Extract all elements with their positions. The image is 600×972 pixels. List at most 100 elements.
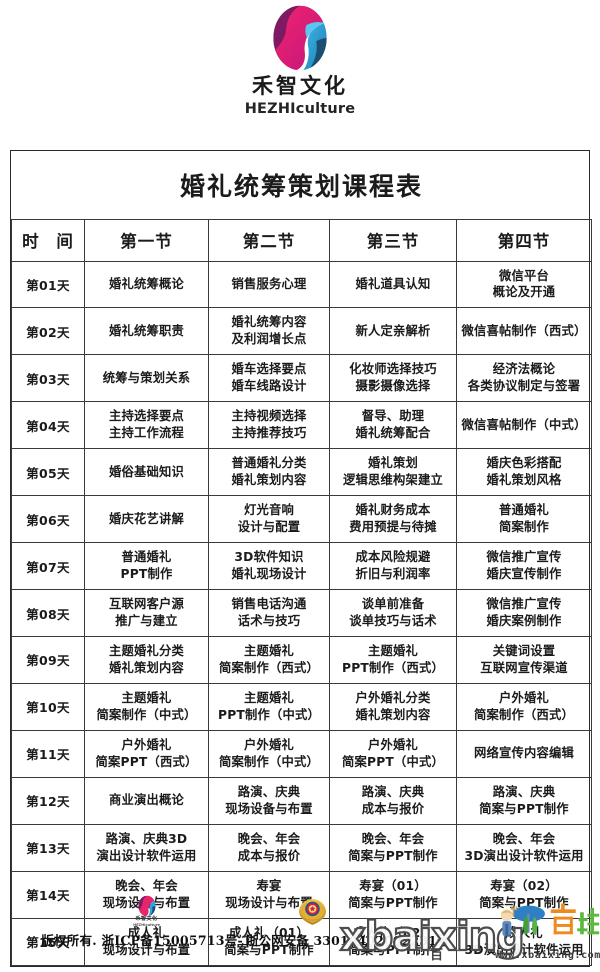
- day-label: 第10天: [11, 682, 85, 731]
- lesson-line: 婚礼策划内容: [355, 707, 431, 722]
- table-row: 第01天 婚礼统筹概论 销售服务心理 婚礼道具认知 微信平台 概论及开通: [11, 260, 593, 309]
- lesson-line: 现场设备与布置: [225, 801, 313, 816]
- lesson-cell-period-3: 晚会、年会 简案与PPT制作: [329, 823, 457, 872]
- lesson-cell-period-1: 主持选择要点 主持工作流程: [84, 401, 209, 450]
- lesson-line: 简案制作（中式）: [219, 754, 319, 769]
- lesson-cell-period-2: 主持视频选择 主持推荐技巧: [208, 401, 330, 450]
- day-label: 第15天: [11, 917, 85, 966]
- lesson-cell-period-1: 婚礼统筹职责: [84, 307, 209, 356]
- lesson-line: 统筹与策划关系: [102, 370, 191, 385]
- lesson-line: 成本与报价: [361, 801, 425, 816]
- lesson-line: 经济法概论: [492, 362, 556, 377]
- page-title: 婚礼统筹策划课程表: [11, 151, 592, 220]
- table-row: 第04天 主持选择要点 主持工作流程 主持视频选择 主持推荐技巧 督导、助理 婚礼统筹配合微…: [11, 401, 593, 450]
- lesson-line: 婚礼道具认知: [355, 276, 431, 291]
- lesson-line: 简案与PPT制作: [348, 848, 438, 863]
- column-header-period-1: 第一节: [84, 218, 209, 262]
- header-row: 时 间 第一节 第二节 第三节 第四节: [11, 218, 593, 262]
- lesson-cell-period-4: 关键词设置 互联网宣传渠道: [455, 636, 593, 684]
- lesson-line: 婚礼策划: [368, 456, 418, 471]
- china-police-badge-icon: [299, 899, 326, 925]
- lesson-line: 现场设计与布置: [225, 895, 313, 910]
- day-label: 第14天: [11, 870, 85, 919]
- lesson-line: 简案与PPT制作: [348, 942, 438, 957]
- lesson-cell-period-4: 微信推广宣传 婚庆案例制作: [455, 589, 593, 637]
- lesson-cell-period-1: 婚庆花艺讲解: [84, 495, 209, 544]
- day-label: 第01天: [11, 260, 85, 309]
- lesson-line: 婚礼策划内容: [109, 660, 184, 675]
- schedule-table: 婚礼统筹策划课程表 时 间 第一节 第二节 第三节 第四节 第01天 婚礼统筹概论…: [11, 151, 593, 966]
- lesson-cell-period-4: 户外婚礼 简案制作（西式）: [455, 682, 593, 731]
- lesson-line: 婚礼统筹内容: [231, 315, 307, 330]
- column-header-time: 时 间: [11, 218, 85, 262]
- lesson-line: 逻辑思维构架建立: [343, 473, 443, 488]
- table-row: 第09天 主题婚礼分类 婚礼策划内容 主题婚礼 简案制作（西式） 主题婚礼 PPT制作（西式…: [11, 636, 593, 684]
- lesson-line: 关键词设置: [492, 644, 556, 658]
- day-label: 第06天: [11, 495, 85, 544]
- lesson-line: 婚庆宣传制作: [486, 567, 562, 582]
- lesson-cell-period-4: 微信平台 概论及开通: [455, 260, 593, 309]
- lesson-line: 婚庆色彩搭配: [486, 456, 562, 471]
- lesson-line: 3D演出设计软件运用: [464, 848, 584, 863]
- table-row: 第12天 商业演出概论 路演、庆典 现场设备与布置 路演、庆典 成本与报价 路演、庆典 简案与…: [11, 776, 593, 825]
- lesson-line: 主持视频选择: [231, 409, 307, 424]
- lesson-cell-period-2: 路演、庆典现场设备与布置: [208, 776, 330, 825]
- lesson-line: 路演、庆典: [237, 784, 301, 799]
- day-label: 第11天: [11, 729, 85, 778]
- lesson-line: 现场设计与布置: [102, 942, 191, 957]
- column-header-period-4: 第四节: [455, 218, 593, 262]
- lesson-line: 成本与报价: [237, 848, 301, 863]
- lesson-line: 3D演出设计软件运用: [464, 942, 584, 957]
- table-row: 第06天 婚庆花艺讲解 灯光音响 设计与配置 婚礼财务成本 费用预提与待摊 普通婚礼 简案制作: [11, 495, 593, 544]
- day-label: 第02天: [11, 307, 85, 356]
- lesson-line: 婚礼财务成本: [355, 503, 431, 518]
- lesson-cell-period-3: 督导、助理 婚礼统筹配合: [329, 401, 457, 450]
- lesson-line: 销售电话沟通: [231, 597, 307, 612]
- lesson-line: 简案与PPT制作: [479, 801, 569, 816]
- brand-header: 禾智文化 HEZHIculture: [0, 4, 600, 119]
- lesson-line: 及利润增长点: [231, 332, 307, 347]
- hezhi-swirl-logo-small-icon: [137, 895, 156, 917]
- lesson-cell-period-3: 寿宴（01） 简案与PPT制作: [329, 870, 457, 919]
- lesson-line: 晚会、年会: [115, 878, 178, 893]
- lesson-line: 商业演出概论: [109, 793, 184, 808]
- day-label: 第12天: [11, 776, 85, 825]
- lesson-line: 路演、庆典3D: [105, 831, 188, 846]
- day-label: 第07天: [11, 542, 85, 591]
- lesson-cell-period-4: 路演、庆典简案与PPT制作: [455, 776, 593, 825]
- lesson-cell-period-1: 普通婚礼 PPT制作: [84, 542, 209, 591]
- table-row: 第07天 普通婚礼 PPT制作 3D软件知识 婚礼现场设计 成本风险规避 折旧与利润率 微信推…: [11, 542, 593, 591]
- lesson-cell-period-4: 婚庆色彩搭配 婚礼策划风格: [455, 448, 593, 497]
- lesson-line: 主持选择要点: [109, 409, 184, 424]
- day-label: 第08天: [11, 589, 85, 637]
- lesson-line: 路演、庆典: [492, 784, 556, 799]
- lesson-cell-period-2: 主题婚礼 简案制作（西式）: [208, 636, 330, 684]
- lesson-cell-period-2: 销售服务心理: [208, 260, 330, 309]
- table-row: 第02天 婚礼统筹职责 婚礼统筹内容 及利润增长点 新人定亲解析 微信喜帖制作（西式）: [11, 307, 593, 356]
- lesson-cell-period-4: 网络宣传内容编辑: [455, 729, 593, 778]
- lesson-line: 微信推广宣传: [486, 550, 562, 565]
- lesson-line: 微信平台: [499, 268, 550, 283]
- lesson-line: 婚俗基础知识: [109, 464, 184, 479]
- lesson-line: 户外婚礼: [368, 737, 418, 752]
- table-row: 第10天 主题婚礼 简案制作（中式） 主题婚礼 PPT制作（中式） 户外婚礼分类 婚礼策划内…: [11, 682, 593, 731]
- lesson-line: 成人礼（02）: [353, 925, 433, 940]
- lesson-line: 路演、庆典: [361, 784, 425, 799]
- lesson-line: 设计与配置: [237, 520, 301, 535]
- lesson-line: 普通婚礼: [121, 550, 172, 565]
- lesson-line: 新人定亲解析: [355, 323, 431, 338]
- lesson-line: 晚会、年会: [237, 831, 301, 846]
- lesson-line: 谈单技巧与话术: [349, 614, 437, 629]
- lesson-cell-period-4: 寿宴（02） 简案与PPT制作: [455, 870, 593, 919]
- lesson-line: 户外婚礼: [244, 737, 294, 752]
- lesson-line: 主持工作流程: [109, 426, 184, 441]
- lesson-cell-period-3: 主题婚礼 PPT制作（西式）: [329, 636, 457, 684]
- lesson-cell-period-4: 晚会、年会 3D演出设计软件运用: [455, 823, 593, 872]
- lesson-cell-period-2: 成人礼（01） 简案与PPT制作: [208, 917, 330, 966]
- footer-brand-name-en: HEZHIculture: [133, 922, 160, 927]
- lesson-line: 户外婚礼: [121, 737, 172, 752]
- lesson-line: 户外婚礼: [499, 690, 550, 705]
- lesson-line: 网络宣传内容编辑: [474, 746, 575, 761]
- lesson-cell-period-2: 晚会、年会成本与报价: [208, 823, 330, 872]
